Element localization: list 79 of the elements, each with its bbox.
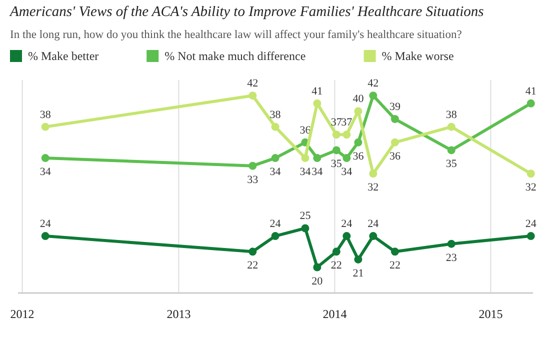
- data-label: 22: [389, 260, 400, 272]
- data-label: 24: [525, 218, 537, 230]
- point: [313, 99, 322, 108]
- chart-subtitle: In the long run, how do you think the healthcare law will affect your family's healthcare situation?: [10, 29, 462, 41]
- point: [369, 92, 378, 100]
- data-label: 34: [300, 166, 312, 178]
- data-label: 40: [352, 93, 364, 106]
- point: [447, 122, 456, 131]
- data-label: 34: [312, 166, 324, 178]
- data-label: 24: [368, 218, 380, 230]
- point: [354, 107, 362, 116]
- data-label: 22: [330, 260, 342, 272]
- point: [332, 130, 340, 139]
- point: [271, 154, 280, 162]
- legend-label: % Make better: [28, 49, 99, 63]
- data-label: 34: [341, 166, 353, 178]
- point: [301, 224, 310, 232]
- data-label: 21: [352, 267, 364, 280]
- data-label: 41: [525, 85, 536, 98]
- data-label: 41: [312, 85, 323, 98]
- point: [313, 263, 322, 272]
- data-label: 38: [446, 108, 458, 121]
- point: [342, 130, 351, 139]
- legend-label: % Make worse: [382, 49, 454, 63]
- data-label: 24: [270, 218, 282, 230]
- point: [271, 232, 280, 240]
- data-label: 32: [525, 182, 536, 194]
- data-label: 39: [389, 101, 401, 114]
- data-label: 36: [352, 150, 364, 162]
- point: [526, 170, 535, 178]
- point: [447, 240, 456, 248]
- point: [342, 232, 351, 240]
- x-tick-label: 2013: [166, 307, 191, 321]
- data-label: 42: [247, 78, 258, 90]
- point: [526, 232, 535, 240]
- point: [41, 122, 50, 131]
- data-label: 42: [368, 78, 379, 90]
- point: [248, 92, 257, 100]
- point: [271, 122, 280, 131]
- point: [248, 162, 257, 170]
- point: [390, 138, 399, 146]
- data-label: 38: [270, 108, 282, 121]
- point: [354, 138, 362, 146]
- point: [447, 146, 456, 154]
- point: [41, 154, 50, 162]
- data-label: 34: [270, 166, 282, 178]
- point: [301, 154, 310, 162]
- x-tick-label: 2015: [478, 307, 503, 321]
- point: [390, 248, 399, 256]
- data-label: 36: [389, 150, 401, 162]
- point: [342, 154, 351, 162]
- data-label: 33: [247, 174, 259, 186]
- data-label: 35: [446, 158, 458, 170]
- chart-title: Americans' Views of the ACA's Ability to Improve Families' Healthcare Situations: [9, 4, 484, 20]
- point: [248, 248, 257, 256]
- data-label: 22: [247, 260, 258, 272]
- point: [332, 146, 340, 154]
- x-tick-label: 2012: [10, 307, 34, 321]
- point: [41, 232, 50, 240]
- data-label: 24: [40, 218, 52, 230]
- point: [369, 232, 378, 240]
- data-label: 32: [368, 182, 379, 194]
- data-label: 37: [330, 116, 342, 129]
- x-tick-label: 2014: [322, 307, 347, 321]
- point: [332, 248, 340, 256]
- point: [390, 115, 399, 124]
- data-label: 20: [312, 275, 324, 288]
- point: [369, 170, 378, 178]
- data-label: 34: [40, 166, 52, 178]
- point: [526, 99, 535, 108]
- data-label: 24: [341, 218, 353, 230]
- data-label: 25: [300, 210, 312, 222]
- point: [313, 154, 322, 162]
- point: [354, 255, 362, 264]
- data-label: 38: [40, 108, 52, 121]
- data-label: 23: [446, 252, 458, 264]
- legend-label: % Not make much difference: [164, 49, 306, 63]
- data-label: 37: [341, 116, 353, 129]
- data-label: 35: [330, 158, 342, 170]
